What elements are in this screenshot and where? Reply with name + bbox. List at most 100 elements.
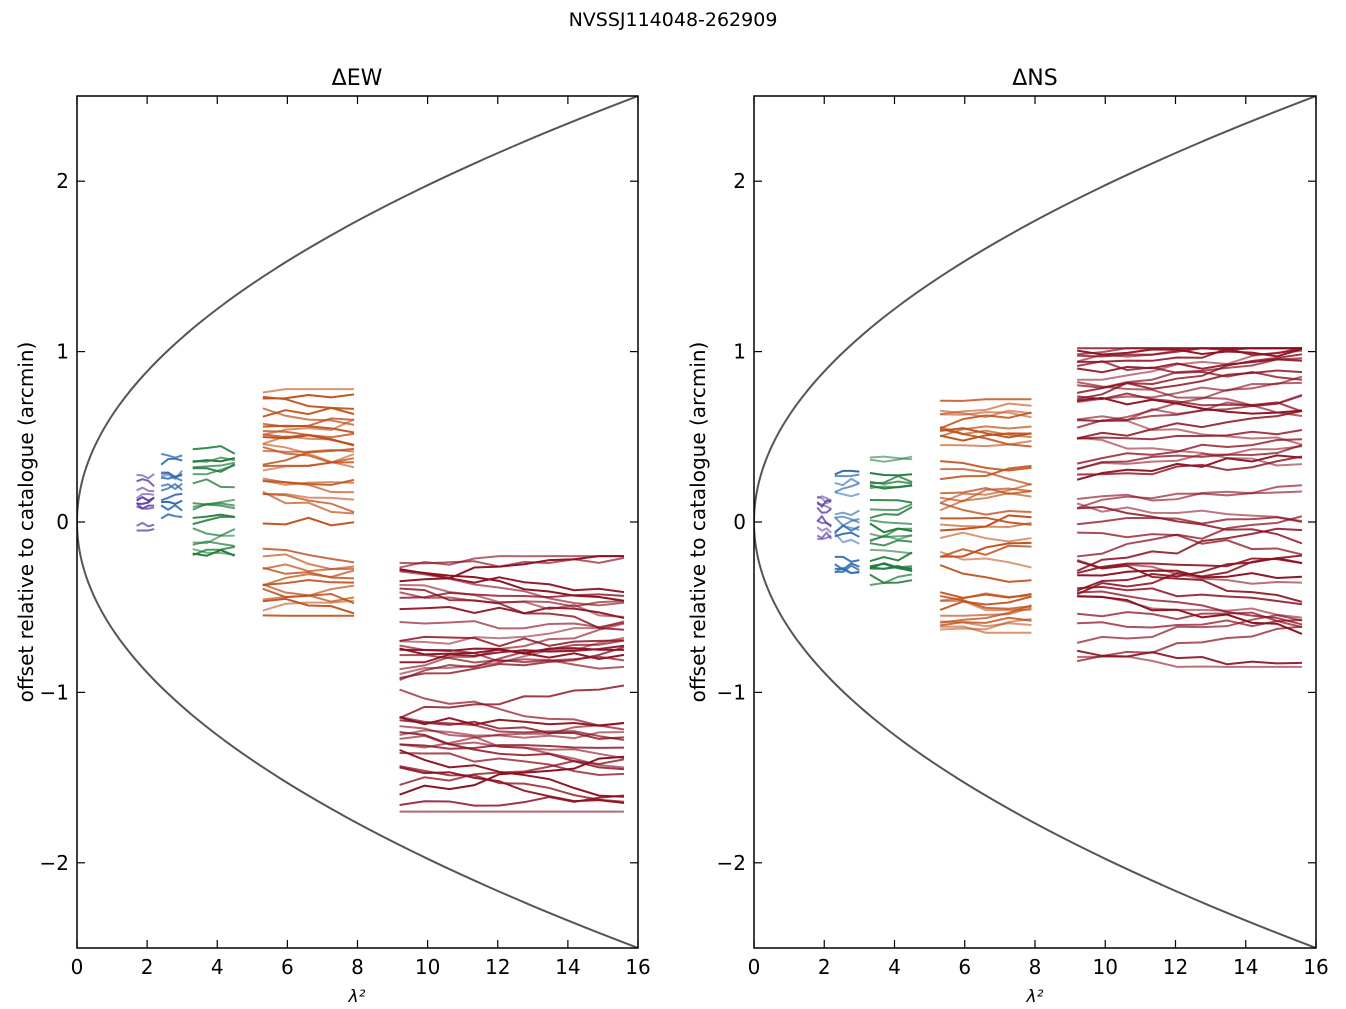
panel-ew-band-2-trace (192, 461, 235, 469)
panel-ns-band-4-trace (1076, 557, 1303, 575)
panel-ns-band-4-trace (1076, 381, 1303, 418)
panel-ew-band-0-trace (136, 486, 155, 493)
panel-ew-band-1-trace (160, 513, 183, 520)
panel-ew-band-3-trace (262, 418, 355, 436)
panel-ns-xtick-label: 6 (958, 955, 971, 979)
panel-ew-xtick-label: 4 (211, 955, 224, 979)
panel-ew-band-4-trace (399, 555, 624, 569)
panel-ns-band-2-trace (869, 484, 913, 490)
panel-ew-band-4-trace (399, 734, 625, 769)
panel-ew-band-1-trace (160, 482, 183, 492)
panel-ns-band-2-trace (869, 548, 913, 555)
panel-ew-ylabel: offset relative to catalogue (arcmin) (14, 342, 38, 703)
panel-ns-band-1-trace (834, 473, 860, 478)
panel-ns-xlabel: λ² (1026, 987, 1044, 1007)
panel-ew-band-4-trace (399, 555, 624, 583)
panel-ns-envelope-upper (754, 96, 1316, 523)
panel-ns-band-3-trace (940, 487, 1032, 495)
panel-ns-band-0-trace (816, 531, 833, 540)
panel-ns-band-3-trace (939, 595, 1032, 611)
panel-ns-band-1-trace (834, 482, 860, 493)
panel-ns-xtick-label: 16 (1303, 955, 1328, 979)
panel-ew-band-3-trace (262, 446, 355, 464)
panel-ns-xtick-label: 2 (818, 955, 831, 979)
panel-ns-band-4-trace (1077, 619, 1303, 629)
panel-ew-band-4-trace (399, 644, 625, 664)
panel-ns-band-2-trace (869, 562, 913, 572)
panel-ew-band-1-trace (161, 499, 183, 505)
panel-ns-band-3-trace (940, 487, 1032, 503)
panel-ns-band-3-trace (939, 544, 1032, 558)
panel-ns-band-3-trace (939, 432, 1032, 442)
panel-ns-band-4-trace (1076, 410, 1303, 440)
panel-ew-band-3-trace (262, 477, 355, 494)
panel-ew-band-3-trace (262, 388, 354, 394)
panel-ew-band-2-trace (192, 498, 235, 508)
panel-ns-band-1-trace (834, 564, 860, 573)
panel-ns-band-4-trace (1076, 348, 1303, 358)
panel-ew-band-4-trace (399, 569, 625, 602)
panel-ns-ytick-label: −2 (717, 851, 746, 875)
panel-ns-band-2-trace (869, 503, 913, 511)
panel-ew-band-3-trace (262, 406, 355, 418)
panel-ns-band-2-trace (869, 455, 913, 461)
panel-ew-band-4-trace (399, 729, 624, 740)
panel-ns-band-3-trace (940, 440, 1032, 448)
panel-ew-band-0-trace (136, 473, 155, 480)
panel-ns-band-3-trace (940, 427, 1032, 439)
panel-ew-band-3-trace (262, 569, 355, 587)
panel-ew-band-4-trace (399, 622, 625, 671)
panel-ns-xtick-label: 10 (1093, 955, 1118, 979)
panel-ns-band-4-trace (1076, 649, 1302, 666)
panel-ew-ytick-label: 2 (56, 169, 69, 193)
panel-ns-band-2-trace (869, 539, 913, 547)
panel-ew-band-4-trace (399, 716, 625, 727)
panel-ew-axes-frame (76, 95, 639, 949)
panel-ew-band-2-trace (192, 540, 235, 548)
panel-ns-band-2-trace (869, 519, 913, 525)
panel-ns-band-3-trace (940, 409, 1032, 419)
panel-ns-band-4-trace (1076, 454, 1303, 481)
panel-ns-band-0-trace (816, 506, 832, 514)
panel-ew-xtick-label: 14 (555, 955, 580, 979)
panel-ew-band-3-trace (262, 443, 355, 469)
panel-ns-band-4-trace (1077, 429, 1303, 441)
panel-ns-band-4-trace (1077, 419, 1303, 446)
panel-ew-band-2-trace (192, 478, 235, 489)
panel-ew-band-2-trace (192, 445, 236, 455)
panel-ns-band-1-trace (834, 562, 860, 571)
panel-ns-band-1-trace (834, 555, 860, 563)
panel-ew-band-2-trace (192, 463, 236, 473)
panel-ns-band-4-trace (1077, 585, 1303, 606)
panel-ew-envelope-upper (77, 96, 638, 523)
panel-ns-band-1-trace (834, 525, 860, 533)
panel-ew-band-0-trace (136, 504, 155, 510)
panel-ns-band-1-trace (834, 531, 860, 538)
panel-ns-band-2-trace (869, 573, 913, 584)
panel-ns-title: ΔNS (1012, 66, 1057, 91)
panel-ew-xtick-label: 0 (71, 955, 84, 979)
panel-ew-band-4-trace (399, 688, 625, 731)
panel-ew-band-1-trace (160, 452, 183, 459)
panel-ns-band-3-trace (940, 618, 1032, 631)
panel-ew-xtick-label: 2 (141, 955, 154, 979)
panel-ew-band-0-trace (136, 496, 155, 502)
panel-ew-band-3-trace (262, 492, 355, 514)
panel-ew-band-4-trace (399, 591, 625, 599)
panel-ew-band-4-trace (399, 765, 625, 803)
panel-ns-band-4-trace (1077, 590, 1303, 626)
panel-ew-band-4-trace (399, 715, 625, 742)
panel-ns-band-0-trace (816, 519, 832, 528)
panel-ew-xtick-label: 12 (485, 955, 510, 979)
panel-ns-band-3-trace (939, 411, 1032, 430)
panel-ns-band-4-trace (1076, 445, 1303, 470)
panel-ns-band-4-trace (1077, 531, 1303, 556)
panel-ns-band-3-trace (940, 604, 1032, 624)
panel-ew-band-4-trace (399, 751, 625, 777)
panel-ns-band-3-trace (939, 594, 1032, 610)
panel-ns-band-2-trace (869, 565, 913, 570)
figure-suptitle: NVSSJ114048-262909 (569, 9, 778, 31)
panel-ns-band-1-trace (834, 567, 860, 575)
panel-ew-band-1-trace (160, 503, 183, 512)
panel-ew-band-3-trace (262, 599, 355, 612)
